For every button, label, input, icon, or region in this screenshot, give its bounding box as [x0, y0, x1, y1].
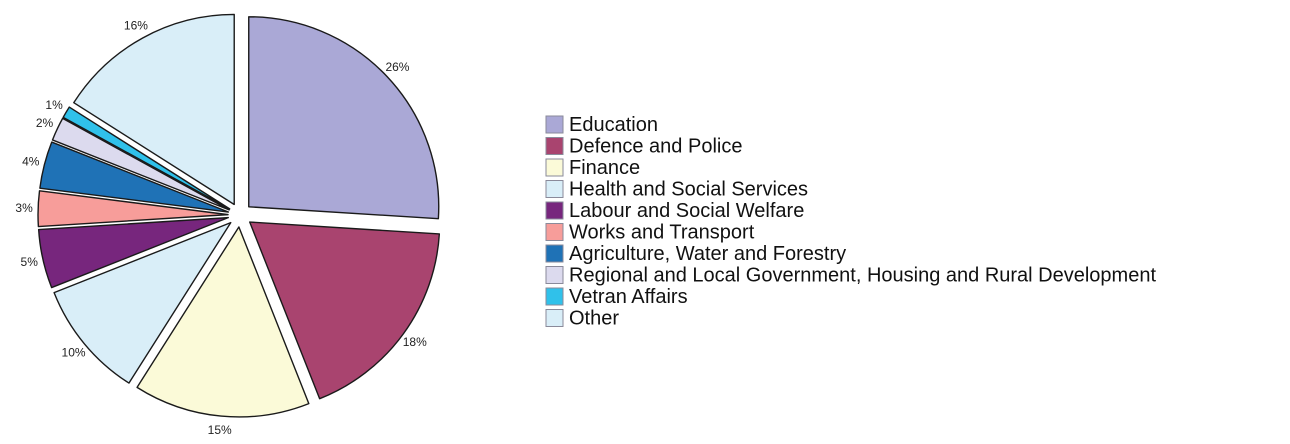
slice-label-vetran-affairs: 1% [45, 98, 63, 112]
slice-label-health-and-social-services: 10% [62, 346, 86, 360]
legend-label: Labour and Social Welfare [569, 200, 804, 222]
legend-label: Vetran Affairs [569, 286, 688, 308]
legend-swatch [546, 116, 563, 133]
slice-label-agriculture-water-and-forestry: 4% [22, 154, 40, 168]
slice-label-education: 26% [385, 60, 409, 74]
legend-swatch [546, 224, 563, 241]
legend-label: Finance [569, 157, 640, 179]
legend-item-finance: Finance [546, 157, 640, 179]
legend-swatch [546, 181, 563, 198]
legend-label: Health and Social Services [569, 179, 808, 201]
legend-item-health-and-social-services: Health and Social Services [546, 179, 808, 201]
legend-swatch [546, 267, 563, 284]
legend-label: Agriculture, Water and Forestry [569, 243, 846, 265]
legend-item-works-and-transport: Works and Transport [546, 222, 755, 244]
legend-item-defence-and-police: Defence and Police [546, 136, 742, 158]
legend-label: Works and Transport [569, 222, 755, 244]
legend-item-labour-and-social-welfare: Labour and Social Welfare [546, 200, 804, 222]
legend-label: Defence and Police [569, 136, 742, 158]
slice-label-works-and-transport: 3% [15, 201, 33, 215]
legend-label: Education [569, 114, 658, 136]
legend-item-regional-and-local-government-housing-and-rural-development: Regional and Local Government, Housing a… [546, 265, 1156, 287]
legend-item-education: Education [546, 114, 658, 136]
slice-label-other: 16% [124, 19, 148, 33]
legend-swatch [546, 310, 563, 327]
legend-swatch [546, 138, 563, 155]
slice-label-regional-and-local-government-housing-and-rural-development: 2% [36, 116, 54, 130]
legend-label: Other [569, 308, 619, 330]
slice-label-defence-and-police: 18% [403, 335, 427, 349]
legend-item-vetran-affairs: Vetran Affairs [546, 286, 688, 308]
legend-item-agriculture-water-and-forestry: Agriculture, Water and Forestry [546, 243, 846, 265]
pie-slice-education [249, 17, 439, 219]
pie-slices [38, 14, 439, 416]
slice-label-finance: 15% [208, 423, 232, 437]
slice-label-labour-and-social-welfare: 5% [21, 255, 39, 269]
legend-item-other: Other [546, 308, 619, 330]
legend-swatch [546, 202, 563, 219]
legend-swatch [546, 159, 563, 176]
legend-swatch [546, 245, 563, 262]
legend-swatch [546, 288, 563, 305]
legend-label: Regional and Local Government, Housing a… [569, 265, 1156, 287]
